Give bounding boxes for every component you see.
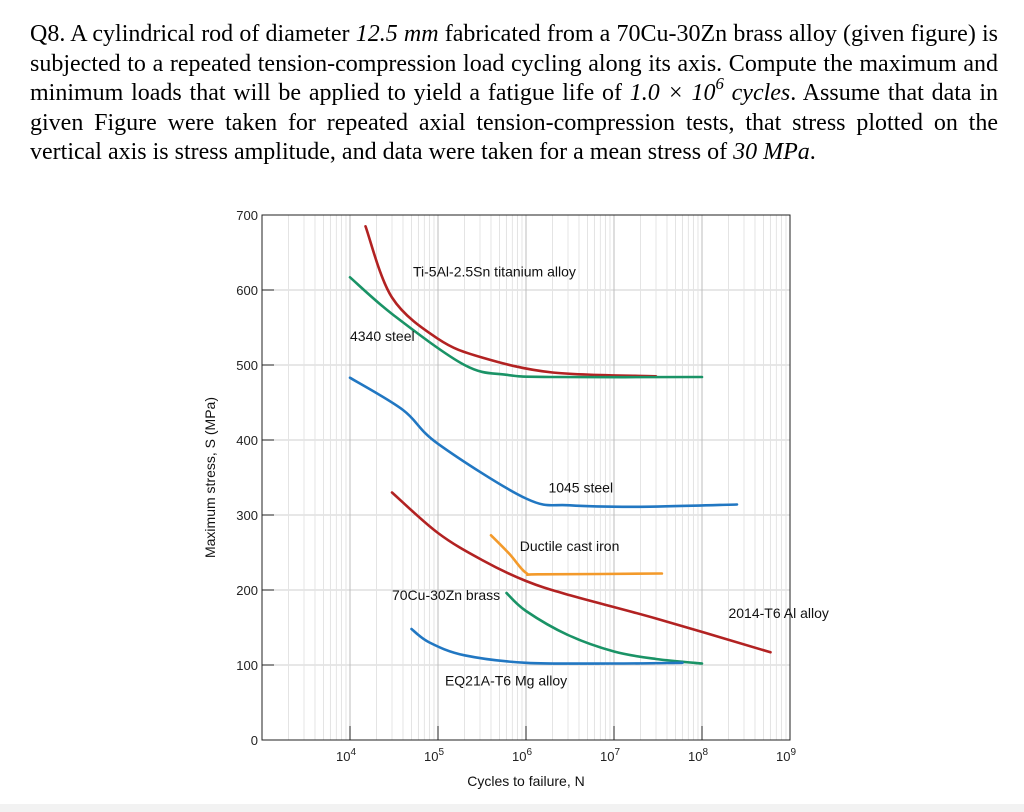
series-label: Ti-5Al-2.5Sn titanium alloy [413,264,576,280]
series-label: 1045 steel [548,480,613,496]
series-lines [348,225,772,665]
bottom-edge [0,804,1024,812]
y-tick-label: 500 [236,358,258,373]
series-line-0 [364,225,658,378]
series-line-4 [390,491,772,654]
series-label: 70Cu-30Zn brass [392,587,500,603]
y-tick-label: 0 [251,733,258,748]
x-tick-base: 10 [776,749,790,764]
series-label: Ductile cast iron [520,538,620,554]
question-segment: cycles [723,80,791,106]
series-label: 4340 steel [350,328,415,344]
y-tick-label: 400 [236,433,258,448]
x-tick-label: 106 [512,747,532,764]
question-text: Q8. A cylindrical rod of diameter 12.5 m… [30,20,998,168]
x-axis-title: Cycles to failure, N [467,773,584,789]
y-tick-label: 200 [236,583,258,598]
x-tick-exponent: 4 [350,747,356,758]
question-segment: A cylindrical rod of diameter [65,21,356,47]
series-line-1 [348,276,704,379]
series-line-2 [348,376,739,509]
x-tick-exponent: 5 [438,747,444,758]
x-tick-base: 10 [600,749,614,764]
x-tick-label: 104 [336,747,356,764]
x-tick-base: 10 [424,749,438,764]
question-number: Q8. [30,21,66,47]
question-segment: 30 MPa [733,139,810,165]
y-tick-label: 300 [236,508,258,523]
x-tick-exponent: 8 [702,747,708,758]
series-line-3 [489,534,664,577]
question-segment: . Assume that data in given Figure were … [30,80,998,165]
question-segment: 12.5 mm [355,21,439,47]
x-tick-base: 10 [688,749,702,764]
question-segment: . [809,139,816,165]
y-tick-label: 100 [236,658,258,673]
x-tick-label: 108 [688,747,708,764]
x-tick-exponent: 9 [790,747,796,758]
question-segment: 1.0 × 10 [629,80,716,106]
series-label: EQ21A-T6 Mg alloy [445,672,567,688]
y-axis-title: Maximum stress, S (MPa) [202,397,218,558]
series-line-6 [410,627,684,665]
x-tick-label: 105 [424,747,444,764]
y-tick-label: 700 [236,208,258,223]
series-line-5 [505,591,704,665]
question-segment: fabricated from a 70Cu-30Zn brass alloy … [30,21,999,106]
x-tick-label: 107 [600,747,620,764]
y-tick-label: 600 [236,283,258,298]
x-tick-base: 10 [512,749,526,764]
chart-grid [262,215,790,740]
question-segment: 6 [715,74,724,93]
series-label: 2014-T6 Al alloy [728,605,828,621]
x-tick-exponent: 6 [526,747,532,758]
x-tick-exponent: 7 [614,747,620,758]
series-labels: Ti-5Al-2.5Sn titanium alloy 4340 steel 104… [350,264,829,689]
x-tick-base: 10 [336,749,350,764]
x-tick-label: 109 [776,747,796,764]
